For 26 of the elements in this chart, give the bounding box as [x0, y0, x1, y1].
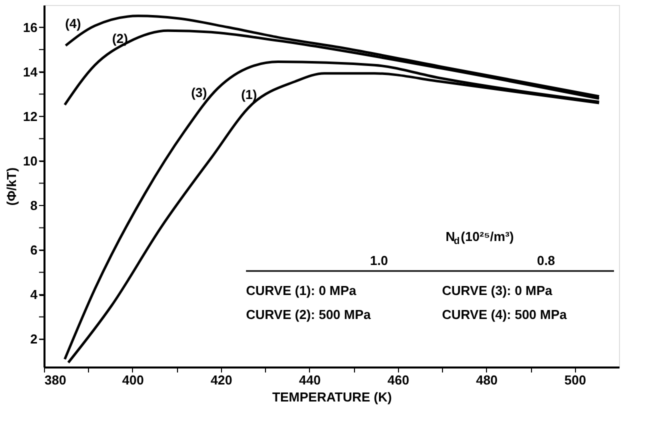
y-tick-label: 4 [30, 287, 38, 302]
y-tick-label: 12 [23, 108, 38, 124]
x-axis-title: TEMPERATURE (K) [272, 390, 392, 404]
y-tick-label: 16 [23, 20, 38, 35]
x-tick-label: 480 [476, 372, 498, 388]
x-tick-label: 500 [564, 372, 586, 388]
x-tick-label: 400 [122, 372, 144, 388]
y-tick-label: 14 [23, 64, 38, 80]
annotation: CURVE (4): 500 MPa [442, 307, 568, 322]
annotation: (3) [191, 85, 207, 100]
y-tick-label: 10 [23, 153, 38, 168]
annotation: (1) [241, 87, 257, 102]
annotation: CURVE (1): 0 MPa [246, 283, 358, 298]
annotation: CURVE (3): 0 MPa [442, 283, 554, 298]
annotation: (4) [65, 16, 81, 31]
y-axis-title: (Φ/kT) [4, 167, 20, 206]
y-tick-label: 8 [30, 198, 38, 213]
x-tick-label: 440 [299, 372, 321, 388]
x-tick-label: 420 [210, 372, 232, 388]
annotation: 0.8 [536, 253, 556, 268]
y-tick-label: 2 [30, 332, 38, 347]
annotation: CURVE (2): 500 MPa [246, 307, 372, 322]
annotation: 1.0 [370, 253, 388, 268]
x-tick-label: 380 [44, 372, 66, 388]
x-tick-label: 460 [387, 372, 410, 388]
y-tick-label: 6 [30, 242, 38, 258]
